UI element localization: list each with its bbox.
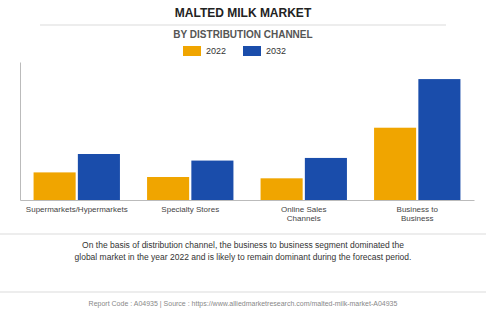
x-tick-label: Online SalesChannels (281, 205, 326, 223)
x-tick: Business toBusiness (397, 200, 439, 223)
legend-swatch (183, 46, 201, 56)
bar (305, 158, 347, 200)
source-rule (0, 292, 486, 293)
bar (34, 172, 76, 200)
legend-item: 2022 (183, 46, 226, 56)
x-tick-label-line: Online Sales (281, 205, 326, 214)
title-rule (40, 25, 446, 26)
x-tick-label-line: Business to (397, 205, 439, 214)
bar-series (34, 128, 417, 200)
chart: MALTED MILK MARKET BY DISTRIBUTION CHANNE… (0, 0, 486, 316)
bar (191, 161, 233, 200)
y-axis (20, 63, 21, 201)
footnote-rule (0, 234, 486, 235)
x-tick: Online SalesChannels (281, 200, 326, 223)
legend-label: 2022 (206, 46, 226, 56)
x-tick-label-line: Business (401, 214, 433, 223)
x-tick-label: Business toBusiness (397, 205, 439, 223)
bar (261, 178, 303, 200)
y-axis-line (20, 63, 21, 201)
bar (78, 154, 120, 200)
bar (147, 177, 189, 200)
x-tick-label-line: Supermarkets/Hypermarkets (26, 205, 128, 214)
x-tick: Specialty Stores (161, 200, 219, 214)
footnote: On the basis of distribution channel, th… (75, 240, 412, 262)
source: Report Code : A04935 | Source : https://… (89, 300, 398, 308)
x-tick-label: Supermarkets/Hypermarkets (26, 205, 128, 214)
bar (374, 128, 416, 200)
bar-series (78, 79, 461, 200)
x-tick-label-line: Specialty Stores (161, 205, 219, 214)
x-tick: Supermarkets/Hypermarkets (26, 200, 128, 214)
footnote-line: On the basis of distribution channel, th… (82, 240, 404, 250)
legend-label: 2032 (266, 46, 286, 56)
x-axis: Supermarkets/Hypermarkets Specialty Store… (21, 200, 475, 223)
legend: 2022 2032 (183, 46, 286, 56)
x-axis-line (21, 200, 475, 201)
footnote-line: global market in the year 2022 and is li… (75, 252, 412, 262)
legend-swatch (243, 46, 261, 56)
subtitle: BY DISTRIBUTION CHANNEL (173, 29, 312, 40)
plot: Supermarkets/Hypermarkets Specialty Store… (21, 63, 475, 223)
x-tick-label: Specialty Stores (161, 205, 219, 214)
bar (418, 79, 460, 200)
x-tick-label-line: Channels (287, 214, 321, 223)
bars (34, 79, 461, 200)
legend-item: 2032 (243, 46, 286, 56)
title: MALTED MILK MARKET (175, 6, 312, 20)
